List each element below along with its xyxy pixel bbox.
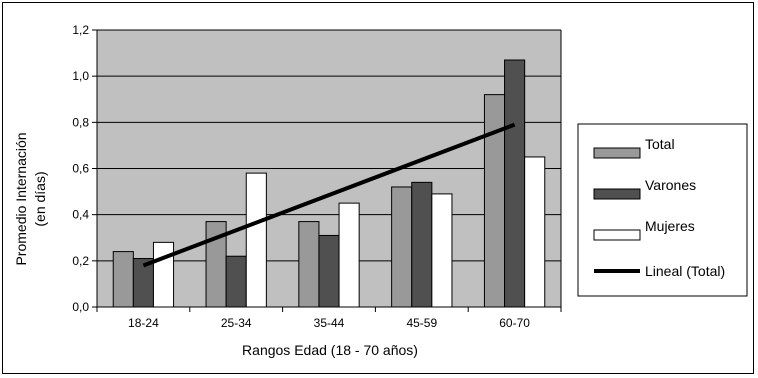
y-axis-title-line2: (en días) bbox=[32, 171, 48, 226]
bar-mujeres-35-44 bbox=[338, 202, 360, 308]
y-tick-label: 1,0 bbox=[72, 69, 89, 83]
x-axis-title: Rangos Edad (18 - 70 años) bbox=[242, 342, 418, 358]
y-tick-label: 0,0 bbox=[72, 300, 89, 314]
bar-mujeres-60-70 bbox=[524, 156, 546, 308]
bar-varones-35-44 bbox=[318, 234, 340, 308]
y-tick-label: 1,2 bbox=[72, 23, 89, 37]
bar-varones-60-70 bbox=[504, 59, 526, 308]
bar-total-45-59 bbox=[391, 186, 413, 308]
legend-label-varones: Varones bbox=[645, 177, 696, 193]
y-axis-title-line1: Promedio Internación bbox=[13, 132, 29, 265]
legend-label-total: Total bbox=[645, 136, 675, 152]
bar-varones-25-34 bbox=[225, 255, 247, 308]
bar-mujeres-25-34 bbox=[245, 172, 267, 308]
bar-mujeres-18-24 bbox=[152, 241, 175, 308]
bars-group bbox=[112, 59, 546, 308]
legend-swatch-mujeres bbox=[593, 229, 641, 241]
axes-group: 0,0 0,2 0,4 0,6 0,8 1,0 1,2 18-24 25-34 35-44 45-5… bbox=[72, 23, 562, 330]
y-tick-label: 0,2 bbox=[72, 254, 89, 268]
legend-swatch-total bbox=[593, 147, 641, 159]
x-tick-label: 25-34 bbox=[221, 316, 252, 330]
y-tick-label: 0,8 bbox=[72, 115, 89, 129]
x-tick-label: 18-24 bbox=[128, 316, 159, 330]
trendline-group bbox=[142, 122, 516, 268]
y-tick-label: 0,4 bbox=[72, 208, 89, 222]
trendline bbox=[142, 122, 516, 268]
bar-total-60-70 bbox=[483, 94, 506, 308]
x-tick-label: 35-44 bbox=[314, 316, 345, 330]
x-tick-label: 60-70 bbox=[499, 316, 530, 330]
y-tick-label: 0,6 bbox=[72, 162, 89, 176]
legend-label-mujeres: Mujeres bbox=[645, 218, 695, 234]
legend-label-trendline: Lineal (Total) bbox=[645, 263, 725, 279]
bar-mujeres-45-59 bbox=[431, 193, 453, 308]
bar-total-35-44 bbox=[298, 221, 320, 308]
bar-total-18-24 bbox=[112, 251, 134, 308]
bar-varones-45-59 bbox=[411, 181, 433, 308]
bar-varones-18-24 bbox=[132, 258, 154, 308]
legend-swatch-varones bbox=[593, 188, 641, 200]
legend: Total Varones Mujeres Lineal (Total) bbox=[577, 123, 748, 297]
x-tick-label: 45-59 bbox=[406, 316, 437, 330]
